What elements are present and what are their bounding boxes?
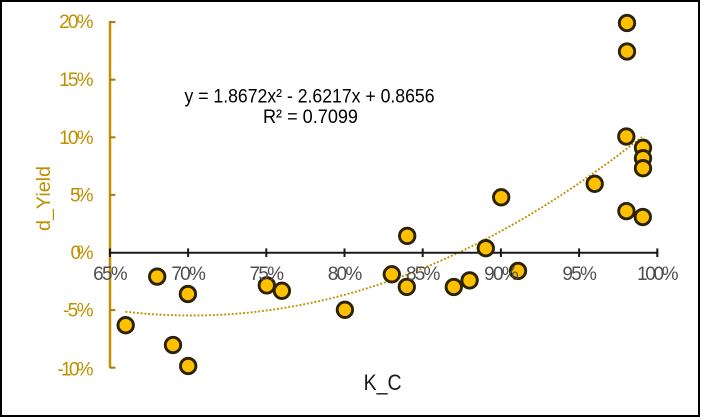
svg-text:100%: 100% — [637, 264, 679, 285]
svg-text:90%: 90% — [484, 264, 519, 285]
svg-text:95%: 95% — [562, 264, 597, 285]
svg-text:-5%: -5% — [63, 301, 94, 322]
svg-text:R² = 0.7099: R² = 0.7099 — [263, 107, 358, 128]
svg-text:5%: 5% — [70, 185, 94, 206]
svg-text:20%: 20% — [59, 12, 93, 33]
svg-text:d_Yield: d_Yield — [34, 166, 55, 231]
svg-text:85%: 85% — [406, 264, 441, 285]
svg-text:K_C: K_C — [364, 370, 402, 395]
svg-text:y = 1.8672x² - 2.6217x + 0.865: y = 1.8672x² - 2.6217x + 0.8656 — [185, 87, 435, 108]
svg-text:70%: 70% — [171, 264, 206, 285]
svg-text:0%: 0% — [71, 243, 94, 264]
svg-text:-10%: -10% — [58, 359, 94, 380]
svg-text:65%: 65% — [93, 264, 128, 285]
svg-text:10%: 10% — [59, 128, 93, 149]
svg-text:75%: 75% — [250, 264, 285, 285]
svg-text:15%: 15% — [59, 70, 93, 91]
svg-text:80%: 80% — [328, 264, 363, 285]
